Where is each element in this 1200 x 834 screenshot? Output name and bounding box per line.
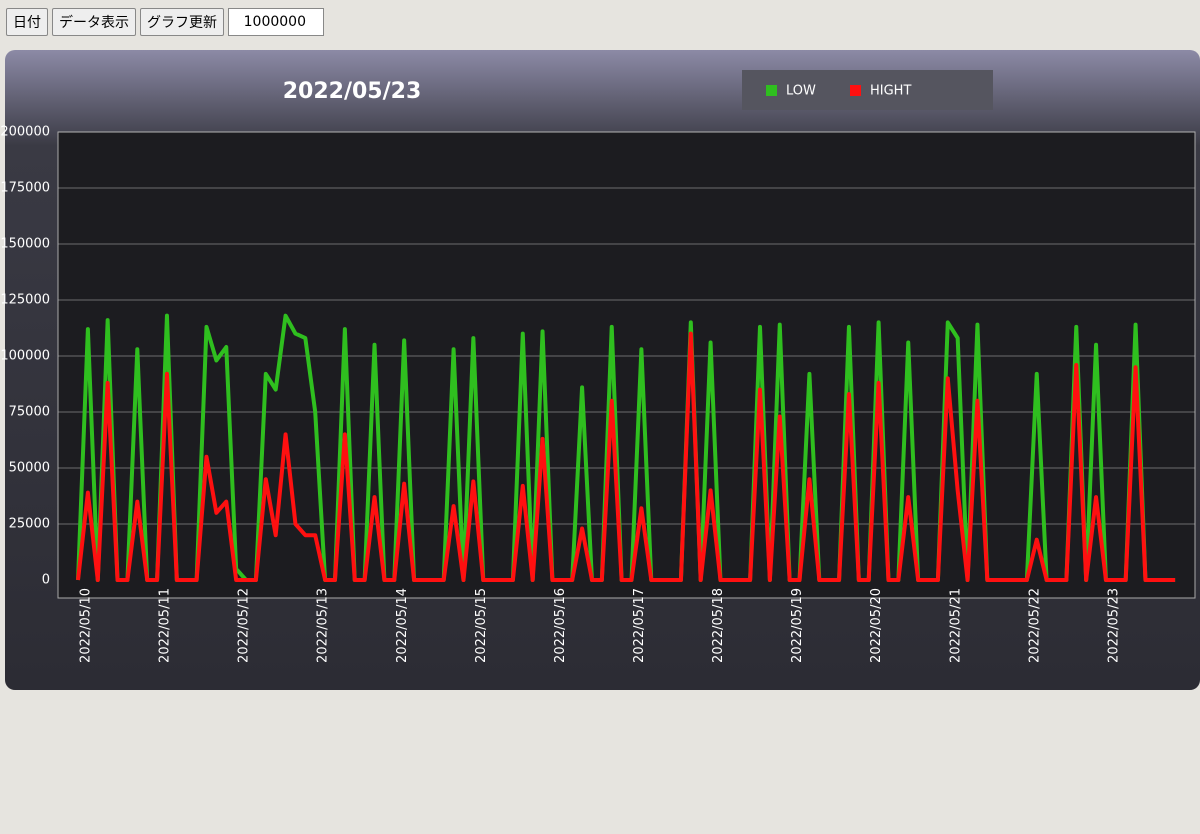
y-tick-label: 100000 xyxy=(0,349,50,364)
count-input[interactable] xyxy=(228,8,324,36)
x-tick-label: 2022/05/11 xyxy=(158,588,173,663)
x-tick-label: 2022/05/13 xyxy=(316,588,331,663)
x-tick-label: 2022/05/21 xyxy=(948,588,963,663)
x-tick-label: 2022/05/10 xyxy=(79,588,94,663)
y-tick-label: 175000 xyxy=(0,181,50,196)
line-series xyxy=(76,331,1176,582)
plot-area xyxy=(57,131,1196,599)
x-tick-label: 2022/05/14 xyxy=(395,588,410,663)
x-tick-label: 2022/05/23 xyxy=(1106,588,1121,663)
x-tick-label: 2022/05/22 xyxy=(1027,588,1042,663)
legend-label: HIGHT xyxy=(870,84,911,99)
x-tick-label: 2022/05/20 xyxy=(869,588,884,663)
legend-swatch xyxy=(850,85,861,96)
y-tick-label: 200000 xyxy=(0,125,50,140)
x-tick-label: 2022/05/19 xyxy=(790,588,805,663)
legend-swatch xyxy=(766,85,777,96)
x-tick-label: 2022/05/17 xyxy=(632,588,647,663)
x-tick-label: 2022/05/18 xyxy=(711,588,726,663)
legend xyxy=(742,70,993,110)
toolbar: 日付 データ表示 グラフ更新 xyxy=(6,8,324,36)
update-graph-button[interactable]: グラフ更新 xyxy=(140,8,224,36)
chart-title: 2022/05/23 xyxy=(283,79,422,104)
y-tick-label: 125000 xyxy=(0,293,50,308)
x-tick-label: 2022/05/15 xyxy=(474,588,489,663)
y-tick-label: 150000 xyxy=(0,237,50,252)
x-tick-label: 2022/05/16 xyxy=(553,588,568,663)
show-data-button[interactable]: データ表示 xyxy=(52,8,136,36)
y-tick-label: 25000 xyxy=(9,517,50,532)
legend-label: LOW xyxy=(786,84,816,99)
x-tick-label: 2022/05/12 xyxy=(237,588,252,663)
y-tick-label: 0 xyxy=(42,573,50,588)
date-button[interactable]: 日付 xyxy=(6,8,48,36)
y-tick-label: 50000 xyxy=(9,461,50,476)
y-tick-label: 75000 xyxy=(9,405,50,420)
